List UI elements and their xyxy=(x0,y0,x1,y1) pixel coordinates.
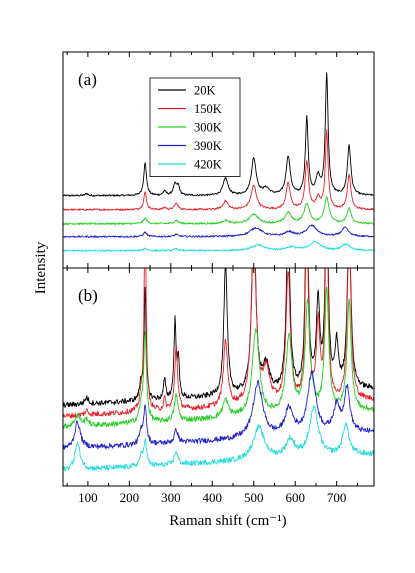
series-line-150K-panel-b xyxy=(63,268,374,419)
axes-frame: (a) (b) xyxy=(62,51,375,487)
x-axis-label: Raman shift (cm⁻¹) xyxy=(169,513,286,529)
series-line-390K-panel-b xyxy=(63,370,374,450)
series-line-390K-panel-a xyxy=(63,224,374,238)
series-line-300K-panel-a xyxy=(63,196,374,225)
x-axis-ticks: 100 200 300 400 500 600 700 xyxy=(66,52,358,505)
panel-b xyxy=(63,268,374,472)
series-line-420K-panel-a xyxy=(63,240,374,252)
panel-frame-b xyxy=(62,267,375,487)
legend-label-150K: 150K xyxy=(194,102,222,116)
y-axis-label: Intensity xyxy=(33,241,49,294)
legend-label-390K: 390K xyxy=(194,139,222,153)
panels xyxy=(63,72,374,472)
x-tick-label: 300 xyxy=(161,490,181,505)
series-line-150K-panel-a xyxy=(63,129,374,211)
legend-label-20K: 20K xyxy=(194,84,216,98)
legend-label-420K: 420K xyxy=(194,158,222,172)
x-tick-label: 200 xyxy=(120,490,140,505)
series-line-420K-panel-b xyxy=(63,404,374,472)
x-tick-label: 600 xyxy=(285,490,305,505)
legend: 20K 150K 300K 390K 420K xyxy=(149,77,241,177)
panel-a xyxy=(63,72,374,252)
x-tick-label: 100 xyxy=(78,490,98,505)
legend-label-300K: 300K xyxy=(194,121,222,135)
x-tick-label: 500 xyxy=(244,490,264,505)
panel-label-b: (b) xyxy=(78,286,98,305)
panel-label-a: (a) xyxy=(78,70,97,89)
series-line-20K-panel-a xyxy=(63,72,374,197)
series-line-20K-panel-b xyxy=(63,268,374,408)
series-line-300K-panel-b xyxy=(63,286,374,429)
x-tick-label: 700 xyxy=(327,490,347,505)
x-tick-label: 400 xyxy=(203,490,223,505)
